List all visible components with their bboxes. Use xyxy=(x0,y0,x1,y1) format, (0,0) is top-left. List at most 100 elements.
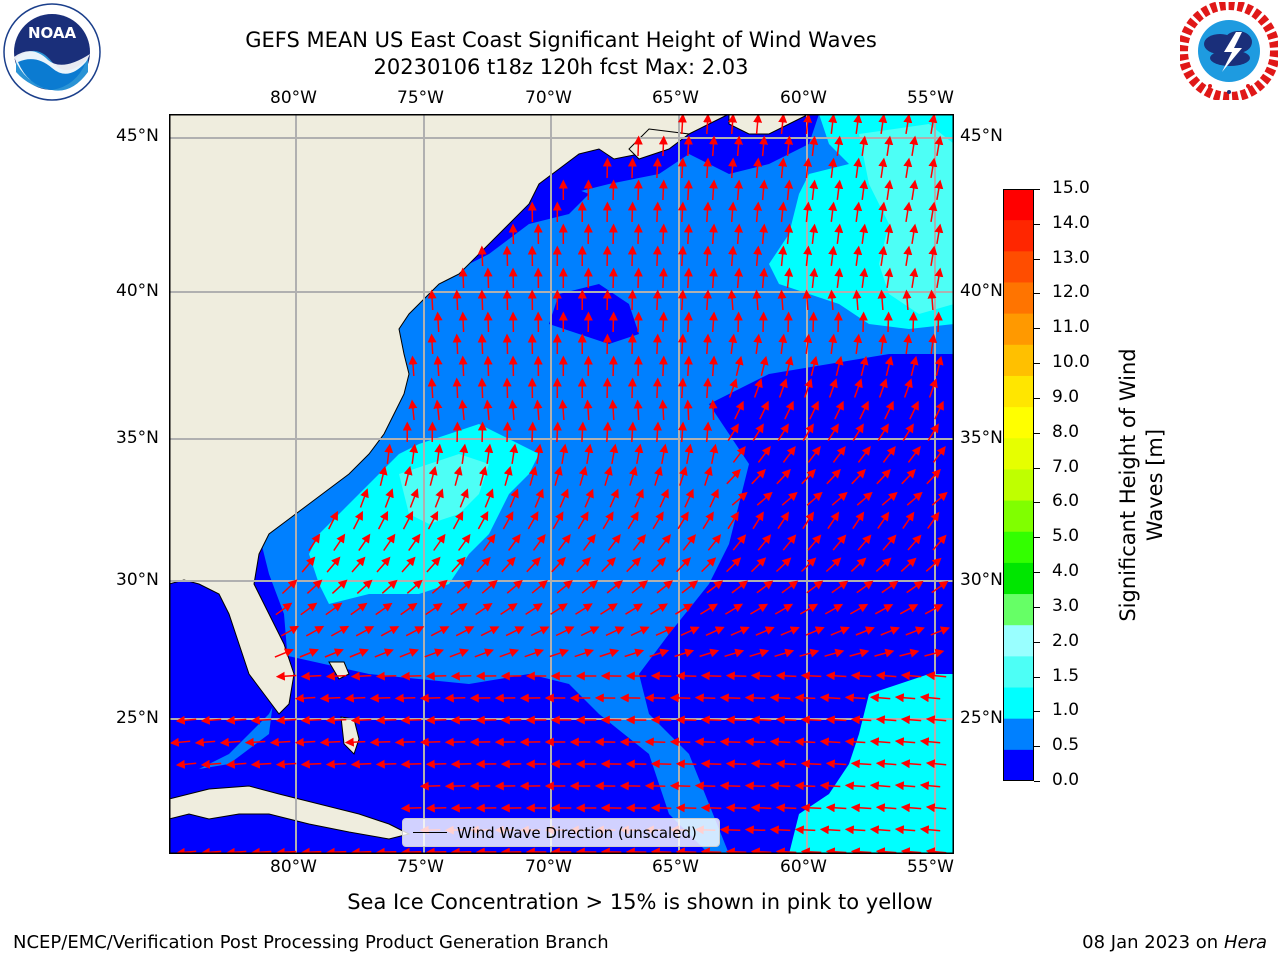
wave-arrow xyxy=(909,355,919,376)
wave-arrow xyxy=(709,443,719,464)
wave-arrow xyxy=(850,715,872,725)
wave-arrow xyxy=(902,511,915,530)
sea-ice-note: Sea Ice Concentration > 15% is shown in … xyxy=(347,890,933,914)
wave-arrow xyxy=(869,781,891,791)
wave-arrow xyxy=(728,201,738,223)
wave-arrow xyxy=(658,267,668,289)
wave-arrow xyxy=(653,421,663,443)
wave-arrow xyxy=(325,671,347,681)
wave-arrow xyxy=(734,355,744,376)
wave-arrow xyxy=(877,511,890,530)
wave-arrow xyxy=(409,443,419,464)
wave-arrow xyxy=(794,737,816,747)
wave-arrow xyxy=(928,157,938,179)
wave-arrow xyxy=(455,626,475,637)
wave-arrow xyxy=(725,759,747,769)
wave-arrow xyxy=(809,135,819,156)
wave-arrow xyxy=(453,465,463,486)
wave-arrow xyxy=(275,847,297,854)
wave-arrow xyxy=(734,135,744,157)
wave-arrow xyxy=(369,693,391,703)
wave-arrow xyxy=(700,715,722,725)
wave-arrow xyxy=(930,626,950,636)
wave-arrow xyxy=(777,423,789,442)
wave-arrow xyxy=(625,603,643,615)
colorbar xyxy=(1003,189,1034,782)
wave-arrow xyxy=(427,289,437,311)
wave-arrow xyxy=(799,648,820,658)
wave-arrow xyxy=(894,825,916,835)
wave-arrow xyxy=(684,488,694,508)
wave-arrow xyxy=(351,556,366,573)
wave-arrow xyxy=(244,737,266,747)
wave-arrow xyxy=(844,781,866,791)
wave-arrow xyxy=(780,626,800,636)
wave-arrow xyxy=(281,579,298,595)
wave-arrow xyxy=(869,825,891,835)
wave-arrow xyxy=(925,715,947,725)
wave-arrow xyxy=(799,603,819,615)
wave-arrow xyxy=(299,648,319,658)
colorbar-tick-mark xyxy=(1034,293,1040,295)
lat-label-right: 40°N xyxy=(960,281,1003,301)
wave-arrow xyxy=(577,421,587,443)
wave-arrow xyxy=(900,803,922,813)
wave-arrow xyxy=(694,693,716,703)
wave-arrow xyxy=(483,311,493,333)
colorbar-swatch xyxy=(1003,220,1034,252)
wave-arrow xyxy=(826,468,841,485)
wave-arrow xyxy=(408,533,421,552)
wave-arrow xyxy=(784,355,794,376)
wave-arrow xyxy=(699,648,720,658)
wave-arrow xyxy=(827,511,840,530)
wave-arrow xyxy=(333,533,346,552)
wave-arrow xyxy=(627,245,637,267)
wave-arrow xyxy=(924,604,944,615)
wave-arrow xyxy=(856,580,874,594)
wave-arrow xyxy=(394,737,416,747)
wave-arrow xyxy=(900,671,922,681)
wave-arrow xyxy=(507,533,521,551)
wave-arrow xyxy=(869,693,891,703)
wave-arrow xyxy=(525,603,543,616)
wave-arrow xyxy=(719,781,741,791)
chart-title: GEFS MEAN US East Coast Significant Heig… xyxy=(245,28,877,52)
wave-arrow xyxy=(824,648,845,658)
wave-arrow xyxy=(475,602,493,616)
wave-arrow xyxy=(751,468,766,485)
lon-label-bottom: 55°W xyxy=(907,857,954,877)
wave-arrow xyxy=(677,245,687,267)
wave-arrow xyxy=(758,311,768,333)
wave-arrow xyxy=(375,671,397,681)
wave-arrow xyxy=(359,488,369,508)
wave-arrow xyxy=(734,223,744,245)
wave-arrow xyxy=(757,534,772,551)
wave-arrow xyxy=(834,267,844,288)
lon-label-top: 75°W xyxy=(397,88,444,108)
wave-arrow xyxy=(384,443,394,464)
wave-arrow xyxy=(703,421,713,443)
wave-arrow xyxy=(750,847,772,854)
wave-arrow xyxy=(859,135,869,156)
wave-arrow xyxy=(649,648,670,658)
wave-arrow xyxy=(703,114,713,135)
wave-arrow xyxy=(925,557,942,572)
lon-label-top: 55°W xyxy=(907,88,954,108)
wave-arrow xyxy=(834,355,844,376)
colorbar-swatches xyxy=(1003,189,1034,782)
wave-arrow xyxy=(731,491,748,506)
wave-arrow xyxy=(709,223,718,245)
colorbar-tick-label: 0.5 xyxy=(1052,735,1080,756)
wave-arrow xyxy=(449,648,470,658)
wave-arrow xyxy=(652,157,662,179)
wave-arrow xyxy=(458,355,468,377)
colorbar-swatch xyxy=(1003,469,1034,502)
wave-arrow xyxy=(477,245,487,267)
wave-arrow xyxy=(556,580,573,594)
wave-arrow xyxy=(399,648,419,658)
wave-arrow xyxy=(605,626,625,637)
colorbar-tick-mark xyxy=(1034,606,1040,608)
wave-arrow xyxy=(903,114,913,135)
wave-arrow xyxy=(749,648,770,658)
wave-arrow xyxy=(574,648,595,658)
